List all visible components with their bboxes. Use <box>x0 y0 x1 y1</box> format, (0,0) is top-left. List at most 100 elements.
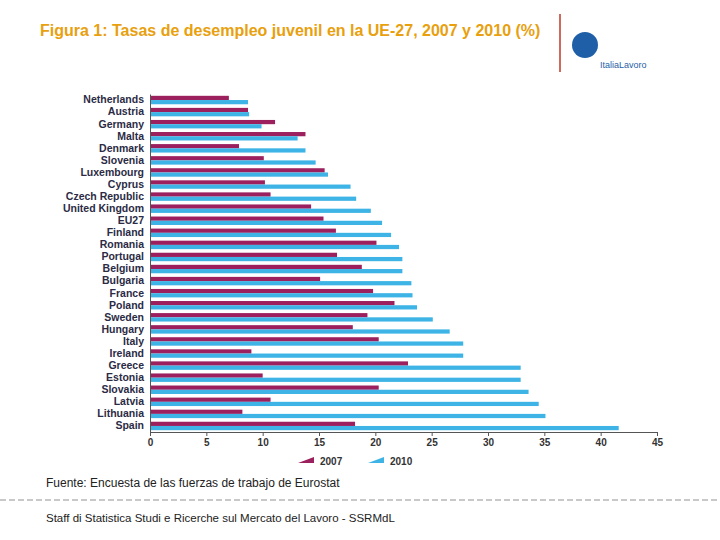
y-tick: Slovenia <box>101 154 150 166</box>
y-tick-label: Latvia <box>114 395 145 407</box>
y-tick: Italy <box>123 335 150 347</box>
bars <box>150 96 619 430</box>
bar <box>150 144 239 148</box>
x-tick-mark <box>263 432 264 436</box>
x-tick-label: 35 <box>539 437 551 448</box>
bar <box>150 209 371 213</box>
x-tick-label: 15 <box>314 437 326 448</box>
y-tick-label: Lithuania <box>97 407 144 419</box>
y-tick-label: Finland <box>107 226 144 238</box>
bar <box>150 233 391 237</box>
bar <box>150 378 521 382</box>
bar <box>150 120 275 124</box>
x-tick-mark <box>206 432 207 436</box>
y-tick-label: Slovenia <box>101 154 144 166</box>
y-tick-label: Ireland <box>110 347 144 359</box>
y-tick-label: Germany <box>98 118 144 130</box>
y-tick: Poland <box>109 299 150 311</box>
bar <box>150 156 264 160</box>
y-tick-label: Hungary <box>101 323 144 335</box>
x-axis-line <box>151 433 658 437</box>
bar <box>150 402 539 406</box>
y-axis-line <box>150 95 151 433</box>
y-tick-label: Italy <box>123 335 144 347</box>
x-tick-mark <box>488 432 489 436</box>
bar <box>150 422 355 426</box>
bar <box>150 180 265 184</box>
bar <box>150 281 411 285</box>
y-tick-label: Poland <box>109 299 144 311</box>
y-tick: Portugal <box>101 250 150 262</box>
bar <box>150 337 379 341</box>
y-tick: France <box>110 287 150 299</box>
y-tick-label: Austria <box>108 105 144 117</box>
y-tick-label: Romania <box>100 238 145 250</box>
y-tick: Ireland <box>110 347 150 359</box>
bar <box>150 192 271 196</box>
y-tick-label: Luxembourg <box>80 166 144 178</box>
bar <box>150 373 263 377</box>
bar <box>150 361 408 365</box>
bar <box>150 100 248 104</box>
bar <box>150 366 521 370</box>
y-tick-label: Denmark <box>99 142 144 154</box>
y-tick: EU27 <box>118 214 150 226</box>
bar <box>150 410 242 414</box>
x-tick-mark <box>601 432 602 436</box>
bar <box>150 341 463 345</box>
y-tick-label: Netherlands <box>83 93 144 105</box>
y-tick: Belgium <box>103 262 150 274</box>
bar <box>150 317 433 321</box>
y-tick-label: EU27 <box>118 214 144 226</box>
y-tick: Romania <box>100 238 150 250</box>
chart: Figura 1: Tasas de desempleo juvenil en … <box>0 0 720 540</box>
bar <box>150 245 399 249</box>
y-tick: United Kingdom <box>63 202 150 214</box>
bar <box>150 108 248 112</box>
logo-text: ItaliaLavoro <box>600 60 647 70</box>
bar <box>150 293 413 297</box>
bar <box>150 398 271 402</box>
bar <box>150 386 379 390</box>
bar <box>150 217 324 221</box>
x-tick: 5 <box>204 432 210 448</box>
bar <box>150 241 376 245</box>
bar <box>150 253 337 257</box>
y-axis: NetherlandsAustriaGermanyMaltaDenmarkSlo… <box>63 93 151 432</box>
bar <box>150 132 305 136</box>
y-tick: Greece <box>108 359 150 371</box>
bar <box>150 277 320 281</box>
y-tick: Hungary <box>101 323 150 335</box>
bar <box>150 257 402 261</box>
legend-label: 2010 <box>390 456 413 467</box>
y-tick: Germany <box>98 118 150 130</box>
logo-icon <box>572 32 598 58</box>
x-tick-label: 45 <box>652 437 664 448</box>
legend-label: 2007 <box>320 456 343 467</box>
y-tick-label: Spain <box>115 419 144 431</box>
y-tick: Spain <box>115 419 150 431</box>
bar <box>150 390 529 394</box>
x-axis: 051015202530354045 <box>148 432 664 448</box>
y-tick-label: Belgium <box>103 262 144 274</box>
y-tick: Luxembourg <box>80 166 150 178</box>
x-tick-label: 0 <box>148 437 154 448</box>
bar <box>150 160 316 164</box>
bar <box>150 265 362 269</box>
bar <box>150 414 545 418</box>
footer: Staff di Statistica Studi e Ricerche sul… <box>46 512 395 524</box>
x-tick-label: 10 <box>258 437 270 448</box>
y-tick-label: Portugal <box>101 250 144 262</box>
y-tick: Lithuania <box>97 407 150 419</box>
x-tick-mark <box>319 432 320 436</box>
bar <box>150 269 402 273</box>
legend: 2007 2010 <box>298 456 413 467</box>
y-tick: Sweden <box>104 311 150 323</box>
bar <box>150 112 249 116</box>
y-tick-label: Estonia <box>106 371 144 383</box>
bar <box>150 313 367 317</box>
y-tick: Latvia <box>114 395 150 407</box>
y-tick: Austria <box>108 105 150 117</box>
y-tick: Cyprus <box>108 178 150 190</box>
x-tick-mark <box>150 432 151 436</box>
